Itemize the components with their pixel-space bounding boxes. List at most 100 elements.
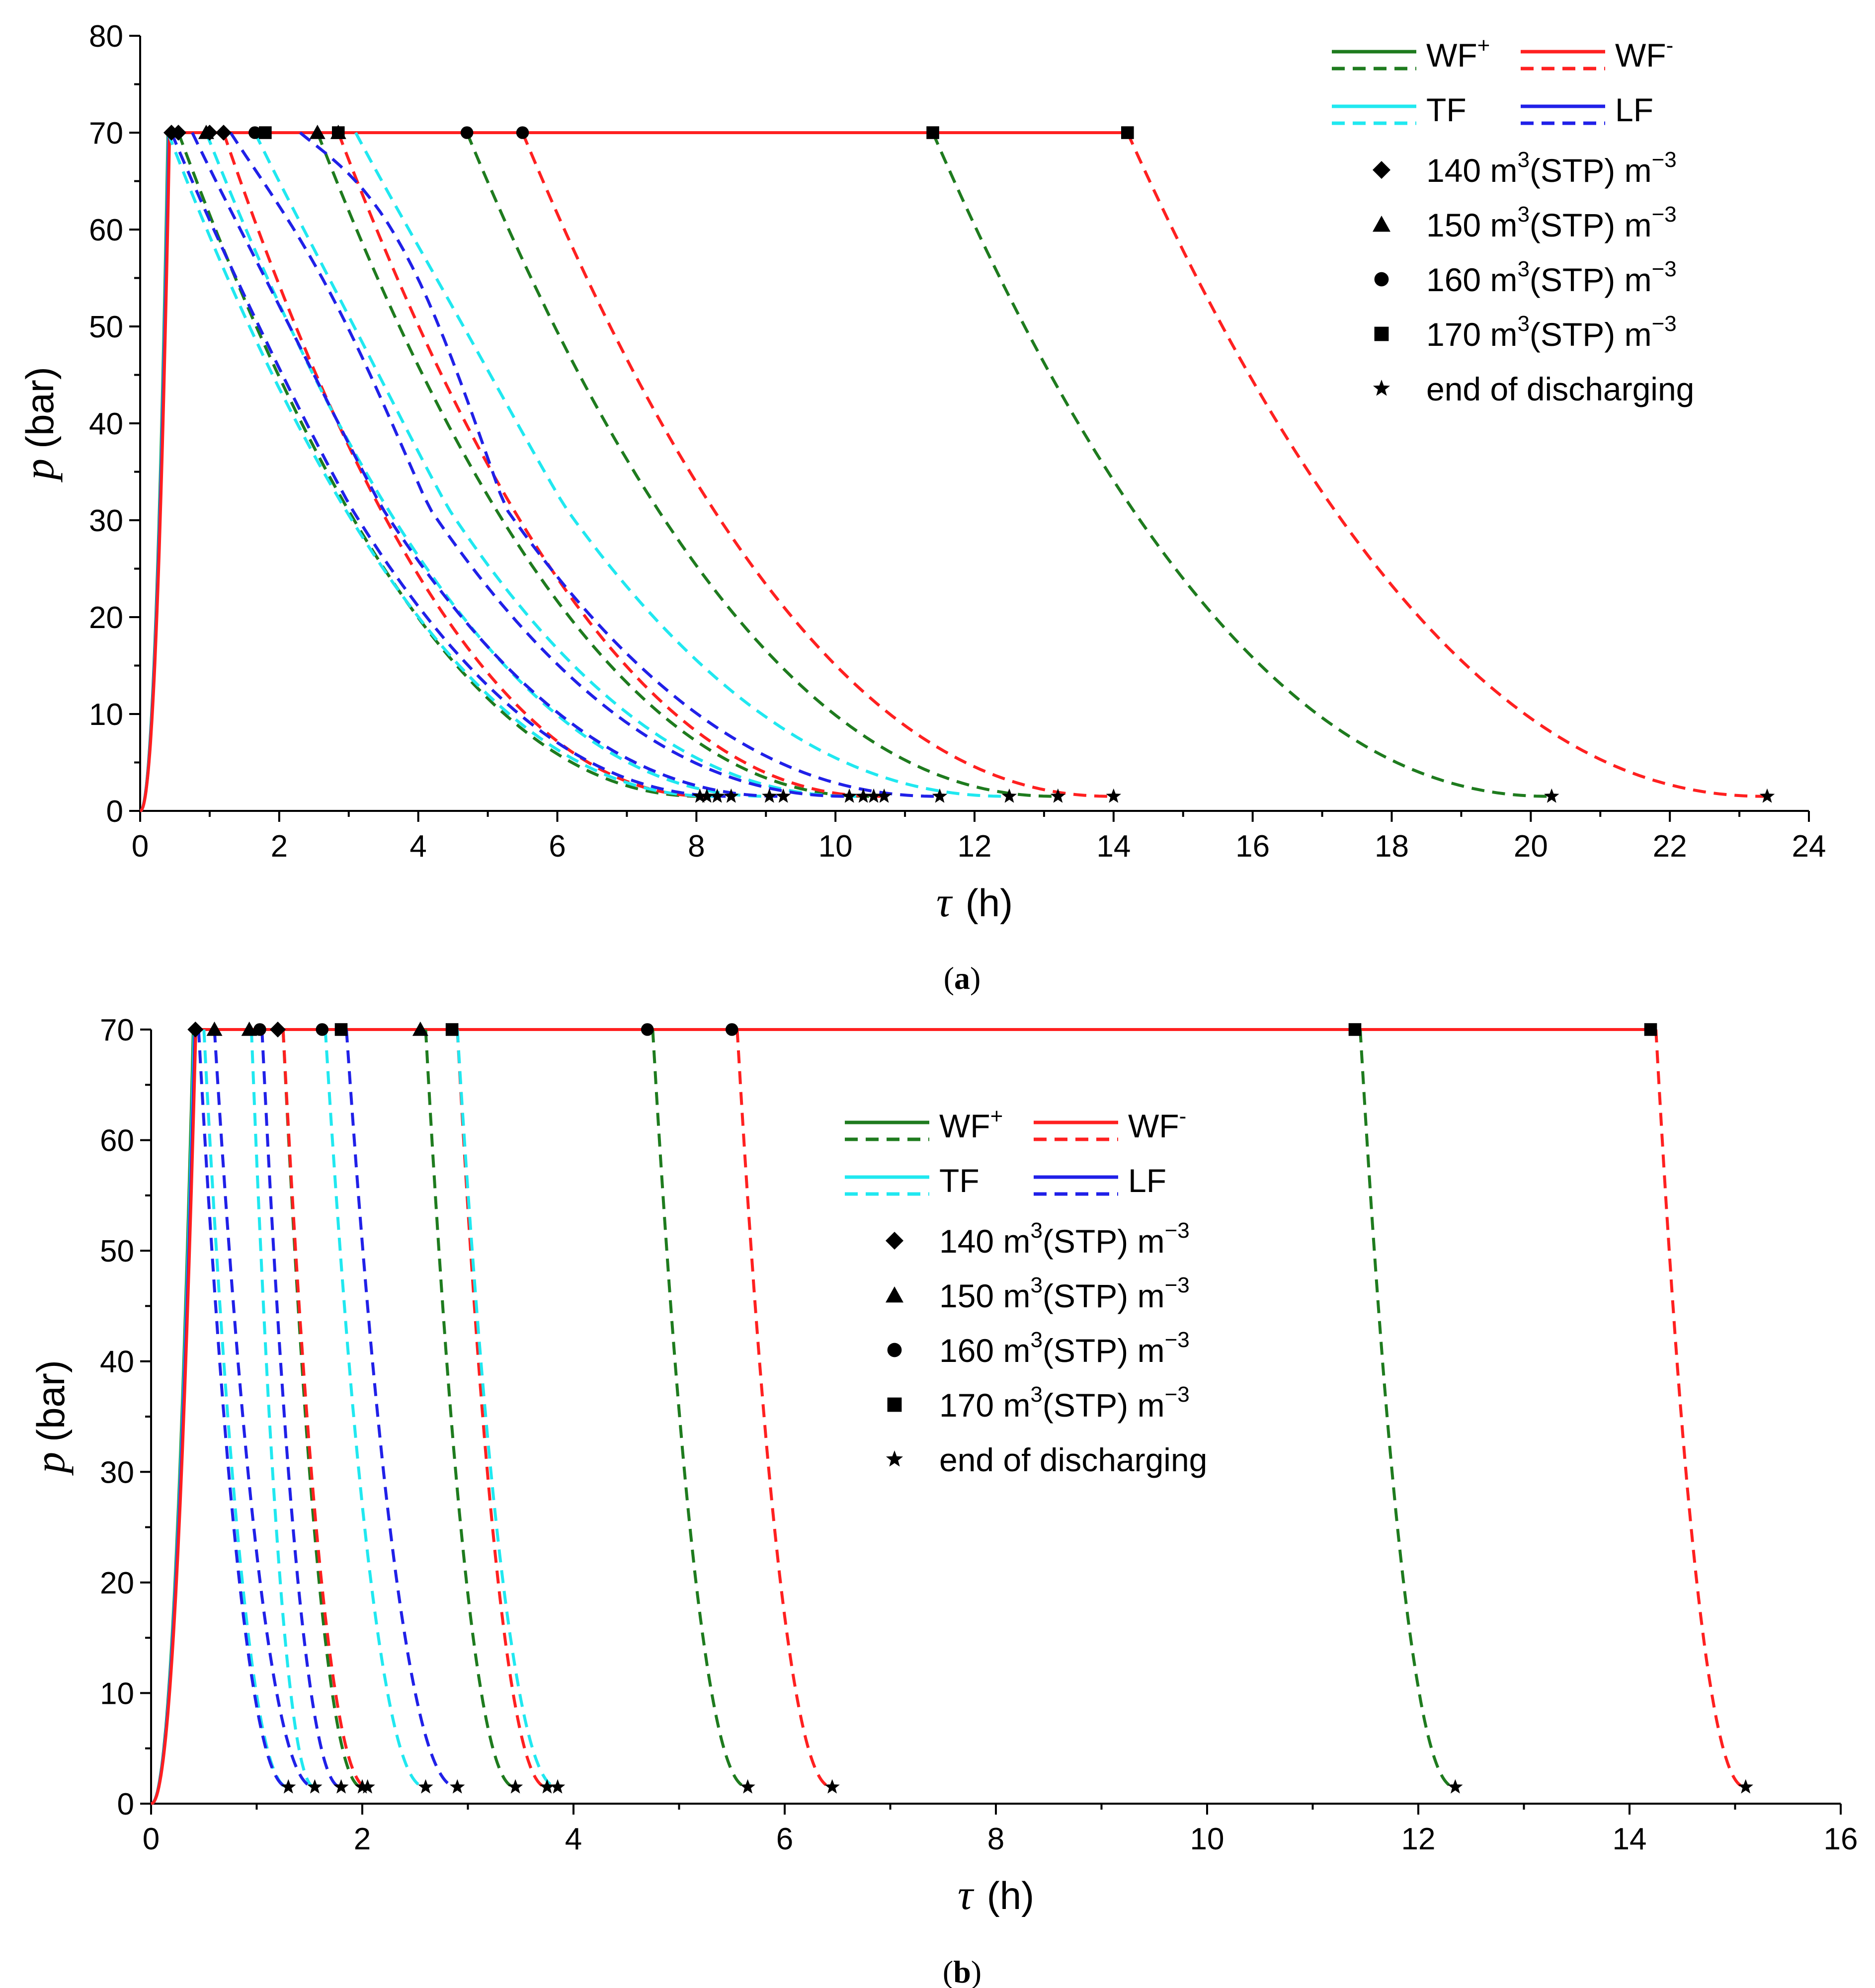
legend-marker-label-post: (STP) m bbox=[1530, 207, 1652, 243]
discharge-curve-tf-diamond bbox=[249, 1029, 315, 1789]
end-of-discharging-marker bbox=[281, 1779, 296, 1794]
legend-marker-label-pre: end of discharging bbox=[939, 1441, 1207, 1478]
x-tick-label: 2 bbox=[271, 829, 288, 864]
plateau-marker-circle bbox=[725, 1023, 738, 1036]
end-of-discharging-marker bbox=[418, 1779, 433, 1794]
plateau-marker-circle bbox=[641, 1023, 654, 1036]
legend-label-base: WF bbox=[1128, 1108, 1179, 1144]
plateau-marker-diamond bbox=[170, 125, 186, 141]
discharge-curve-lf-triangle bbox=[213, 1029, 315, 1789]
legend-marker-label-pre: 160 m bbox=[1426, 261, 1517, 298]
discharge-curve-wf-minus-diamond bbox=[222, 132, 711, 798]
discharge-curve-wf-minus-square bbox=[1654, 1029, 1746, 1789]
legend-label: WF- bbox=[1615, 33, 1673, 74]
plateau-marker-square bbox=[259, 126, 272, 139]
x-tick-label: 4 bbox=[565, 1822, 582, 1856]
plateau-marker-circle bbox=[248, 126, 261, 139]
discharge-curve-tf-square bbox=[202, 1029, 289, 1789]
legend-marker-label-pre: 140 m bbox=[939, 1223, 1030, 1260]
y-tick-label: 30 bbox=[89, 504, 123, 538]
y-tick-label: 0 bbox=[106, 795, 123, 829]
legend-marker-label: 160 m3(STP) m−3 bbox=[1426, 257, 1677, 298]
discharge-curve-lf-circle bbox=[229, 132, 850, 798]
end-of-discharging-marker bbox=[724, 788, 739, 803]
legend-marker-label-post: (STP) m bbox=[1043, 1223, 1165, 1260]
panel-caption: (b) bbox=[943, 1954, 981, 1988]
end-of-discharging-marker bbox=[507, 1779, 523, 1794]
legend-marker-label-sup2: −3 bbox=[1652, 202, 1677, 227]
x-axis-title: τ (h) bbox=[936, 878, 1013, 926]
y-tick-label: 0 bbox=[117, 1787, 134, 1822]
discharge-curve-tf-circle bbox=[456, 1029, 558, 1789]
end-of-discharging-marker bbox=[824, 1779, 840, 1794]
plateau-marker-diamond bbox=[215, 125, 232, 141]
legend-marker-label-pre: 170 m bbox=[1426, 316, 1517, 353]
discharge-curve-wf-minus-circle bbox=[521, 132, 1114, 798]
legend-marker-label-post: (STP) m bbox=[1530, 152, 1652, 189]
end-of-discharging-marker bbox=[866, 788, 882, 803]
y-tick-label: 70 bbox=[100, 1013, 134, 1047]
plateau-marker-circle bbox=[460, 126, 474, 139]
x-tick-label: 14 bbox=[1613, 1822, 1647, 1856]
discharge-curve-wf-minus-triangle bbox=[456, 1029, 548, 1789]
y-axis-symbol: p bbox=[26, 1452, 74, 1476]
discharge-curve-wf-minus-triangle bbox=[336, 132, 881, 798]
legend-marker-label-post: (STP) m bbox=[1530, 261, 1652, 298]
legend-marker-label-sup: 3 bbox=[1517, 312, 1529, 336]
plateau-marker-triangle bbox=[309, 125, 326, 139]
legend-label: TF bbox=[939, 1162, 979, 1199]
legend-marker-label-post: (STP) m bbox=[1043, 1332, 1165, 1369]
legend-marker-label-sup2: −3 bbox=[1652, 148, 1677, 172]
end-of-discharging-marker bbox=[692, 788, 708, 803]
y-tick-label: 50 bbox=[100, 1234, 134, 1269]
legend-marker-label-post: (STP) m bbox=[1043, 1387, 1165, 1424]
discharge-curve-lf-triangle bbox=[191, 132, 784, 798]
panel-caption: (a) bbox=[944, 960, 981, 996]
plateau-marker-square bbox=[445, 1023, 459, 1036]
y-axis-unit: (bar) bbox=[18, 367, 62, 449]
legend-label-base: WF bbox=[1615, 37, 1666, 74]
legend-marker-label: 170 m3(STP) m−3 bbox=[939, 1382, 1190, 1424]
legend-marker-label-sup2: −3 bbox=[1165, 1273, 1190, 1297]
legend-marker-label-sup2: −3 bbox=[1652, 312, 1677, 336]
y-axis-title: p (bar) bbox=[15, 367, 63, 483]
plateau-marker-square bbox=[1348, 1023, 1362, 1036]
plateau-marker-triangle bbox=[198, 125, 214, 139]
caption-open: ( bbox=[943, 1954, 953, 1988]
legend-label: TF bbox=[1426, 91, 1467, 128]
legend-marker-label: 170 m3(STP) m−3 bbox=[1426, 312, 1677, 353]
y-tick-label: 20 bbox=[89, 601, 123, 635]
discharge-curve-lf-circle bbox=[260, 1029, 341, 1789]
end-of-discharging-marker bbox=[1738, 1779, 1753, 1794]
x-tick-label: 10 bbox=[818, 829, 853, 864]
legend-marker-label-pre: 160 m bbox=[939, 1332, 1030, 1369]
end-of-discharging-marker bbox=[740, 1779, 755, 1794]
y-tick-label: 60 bbox=[89, 213, 123, 247]
x-tick-label: 4 bbox=[409, 829, 426, 864]
discharge-curve-wf-plus-triangle bbox=[316, 132, 871, 798]
end-of-discharging-marker bbox=[710, 788, 725, 803]
plateau-marker-circle bbox=[316, 1023, 329, 1036]
y-tick-label: 30 bbox=[100, 1455, 134, 1490]
x-axis-unit: (h) bbox=[966, 881, 1013, 925]
end-of-discharging-marker bbox=[450, 1779, 465, 1794]
x-tick-label: 16 bbox=[1824, 1822, 1858, 1856]
plateau-marker-square bbox=[926, 126, 939, 139]
panel-b: 0 2 4 6 8 10 12 14 16 0 10 20 30 40 50 60 70 τ (h) p (bar) (b… bbox=[26, 1013, 1858, 1988]
end-of-discharging-marker bbox=[333, 1779, 349, 1794]
legend-label-base: LF bbox=[1615, 91, 1653, 128]
end-of-discharging-marker bbox=[1106, 788, 1122, 803]
x-axis-title: τ (h) bbox=[958, 1871, 1034, 1918]
discharge-curve-tf-diamond bbox=[166, 132, 718, 798]
end-of-discharging-marker bbox=[1050, 788, 1066, 803]
legend-marker-label-sup: 3 bbox=[1517, 257, 1529, 281]
legend-label: LF bbox=[1128, 1162, 1166, 1199]
legend-label-sup: + bbox=[1477, 33, 1490, 58]
legend-marker-label-pre: 170 m bbox=[939, 1387, 1030, 1424]
legend-marker-label: end of discharging bbox=[939, 1441, 1207, 1478]
x-tick-label: 22 bbox=[1653, 829, 1687, 864]
legend-marker-label-sup: 3 bbox=[1030, 1218, 1042, 1243]
discharge-curve-wf-plus-triangle bbox=[424, 1029, 516, 1789]
